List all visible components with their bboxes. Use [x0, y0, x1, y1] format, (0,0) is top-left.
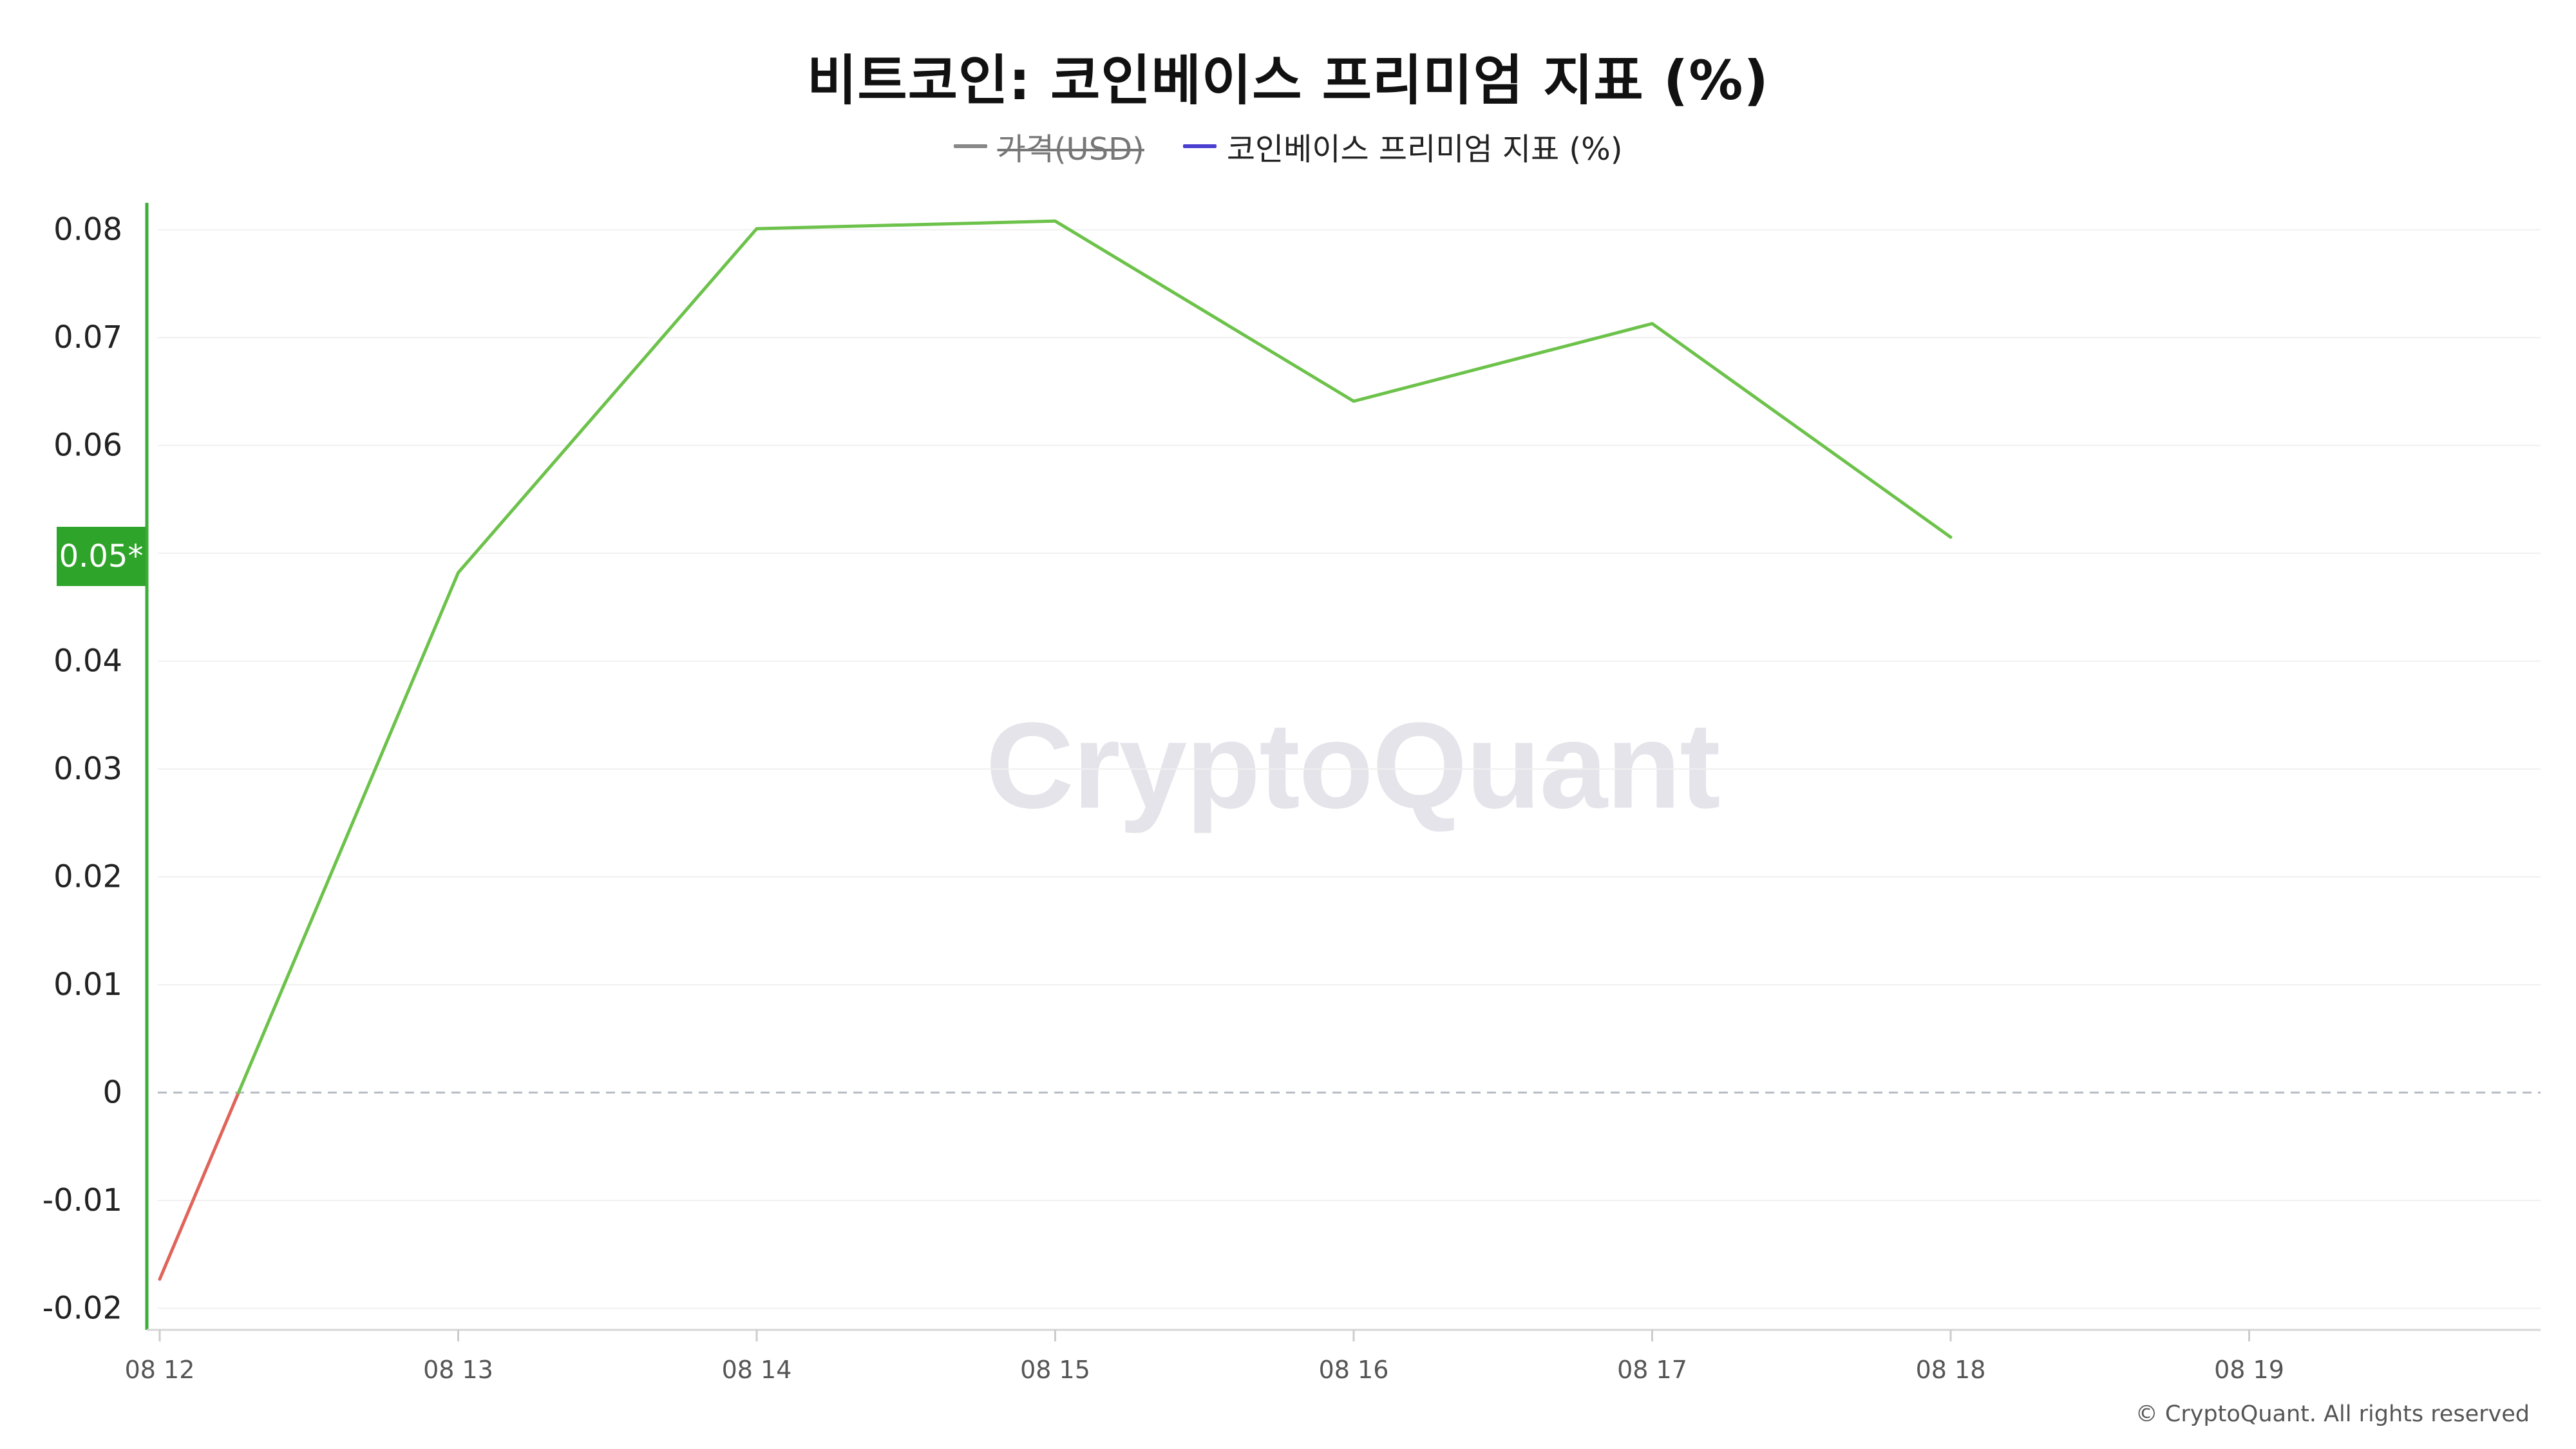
label-layer: 0.08 0.07 0.06 0.04 0.03 0.02 0.01 0 -0.01 -0.02 0…	[43, 212, 2284, 1384]
data-point	[754, 226, 759, 231]
x-tick-label: 08 12	[125, 1356, 195, 1384]
y-tick-label: 0.07	[53, 319, 122, 355]
legend-swatch-price	[953, 144, 987, 148]
x-tick-label: 08 17	[1617, 1356, 1687, 1384]
grid-layer	[158, 229, 2541, 1309]
y-tick-label: 0	[102, 1075, 122, 1111]
watermark-logo: CryptoQuant	[985, 697, 1720, 834]
legend-item-premium[interactable]: 코인베이스 프리미엄 지표 (%)	[1182, 124, 1623, 169]
current-value-badge: 0.05*	[57, 527, 146, 586]
x-tick-label: 08 14	[722, 1356, 792, 1384]
y-tick-label: 0.04	[53, 643, 122, 679]
chart-title: 비트코인: 코인베이스 프리미엄 지표 (%)	[807, 49, 1769, 112]
series-line-positive	[236, 219, 1953, 1095]
data-point	[157, 1276, 162, 1282]
data-point	[1650, 321, 1655, 326]
y-tick-label: 0.06	[53, 428, 122, 464]
legend-item-price[interactable]: 가격(USD)	[953, 124, 1144, 169]
data-point	[1053, 218, 1058, 223]
y-tick-label: 0.01	[53, 967, 122, 1003]
series-layer	[157, 218, 1953, 1282]
data-point	[1948, 535, 1953, 540]
y-tick-label: 0.03	[53, 751, 122, 787]
data-point	[1351, 399, 1356, 404]
series-line-negative	[158, 1091, 240, 1281]
legend-label-price: 가격(USD)	[997, 131, 1144, 167]
x-tick-label: 08 16	[1319, 1356, 1389, 1384]
legend-swatch-premium	[1182, 144, 1217, 148]
legend-label-premium: 코인베이스 프리미엄 지표 (%)	[1226, 131, 1623, 167]
axis-layer	[145, 203, 2541, 1341]
x-tick-label: 08 18	[1916, 1356, 1986, 1384]
y-tick-label: -0.01	[43, 1182, 122, 1218]
x-tick-label: 08 13	[423, 1356, 493, 1384]
data-point	[456, 570, 461, 575]
x-tick-label: 08 19	[2214, 1356, 2284, 1384]
y-tick-label: 0.08	[53, 212, 122, 248]
copyright-notice: © CryptoQuant. All rights reserved	[2135, 1401, 2530, 1427]
y-tick-label: 0.02	[53, 859, 122, 895]
legend: 가격(USD) 코인베이스 프리미엄 지표 (%)	[0, 124, 2576, 169]
y-tick-label: -0.02	[43, 1291, 122, 1327]
x-tick-label: 08 15	[1020, 1356, 1090, 1384]
